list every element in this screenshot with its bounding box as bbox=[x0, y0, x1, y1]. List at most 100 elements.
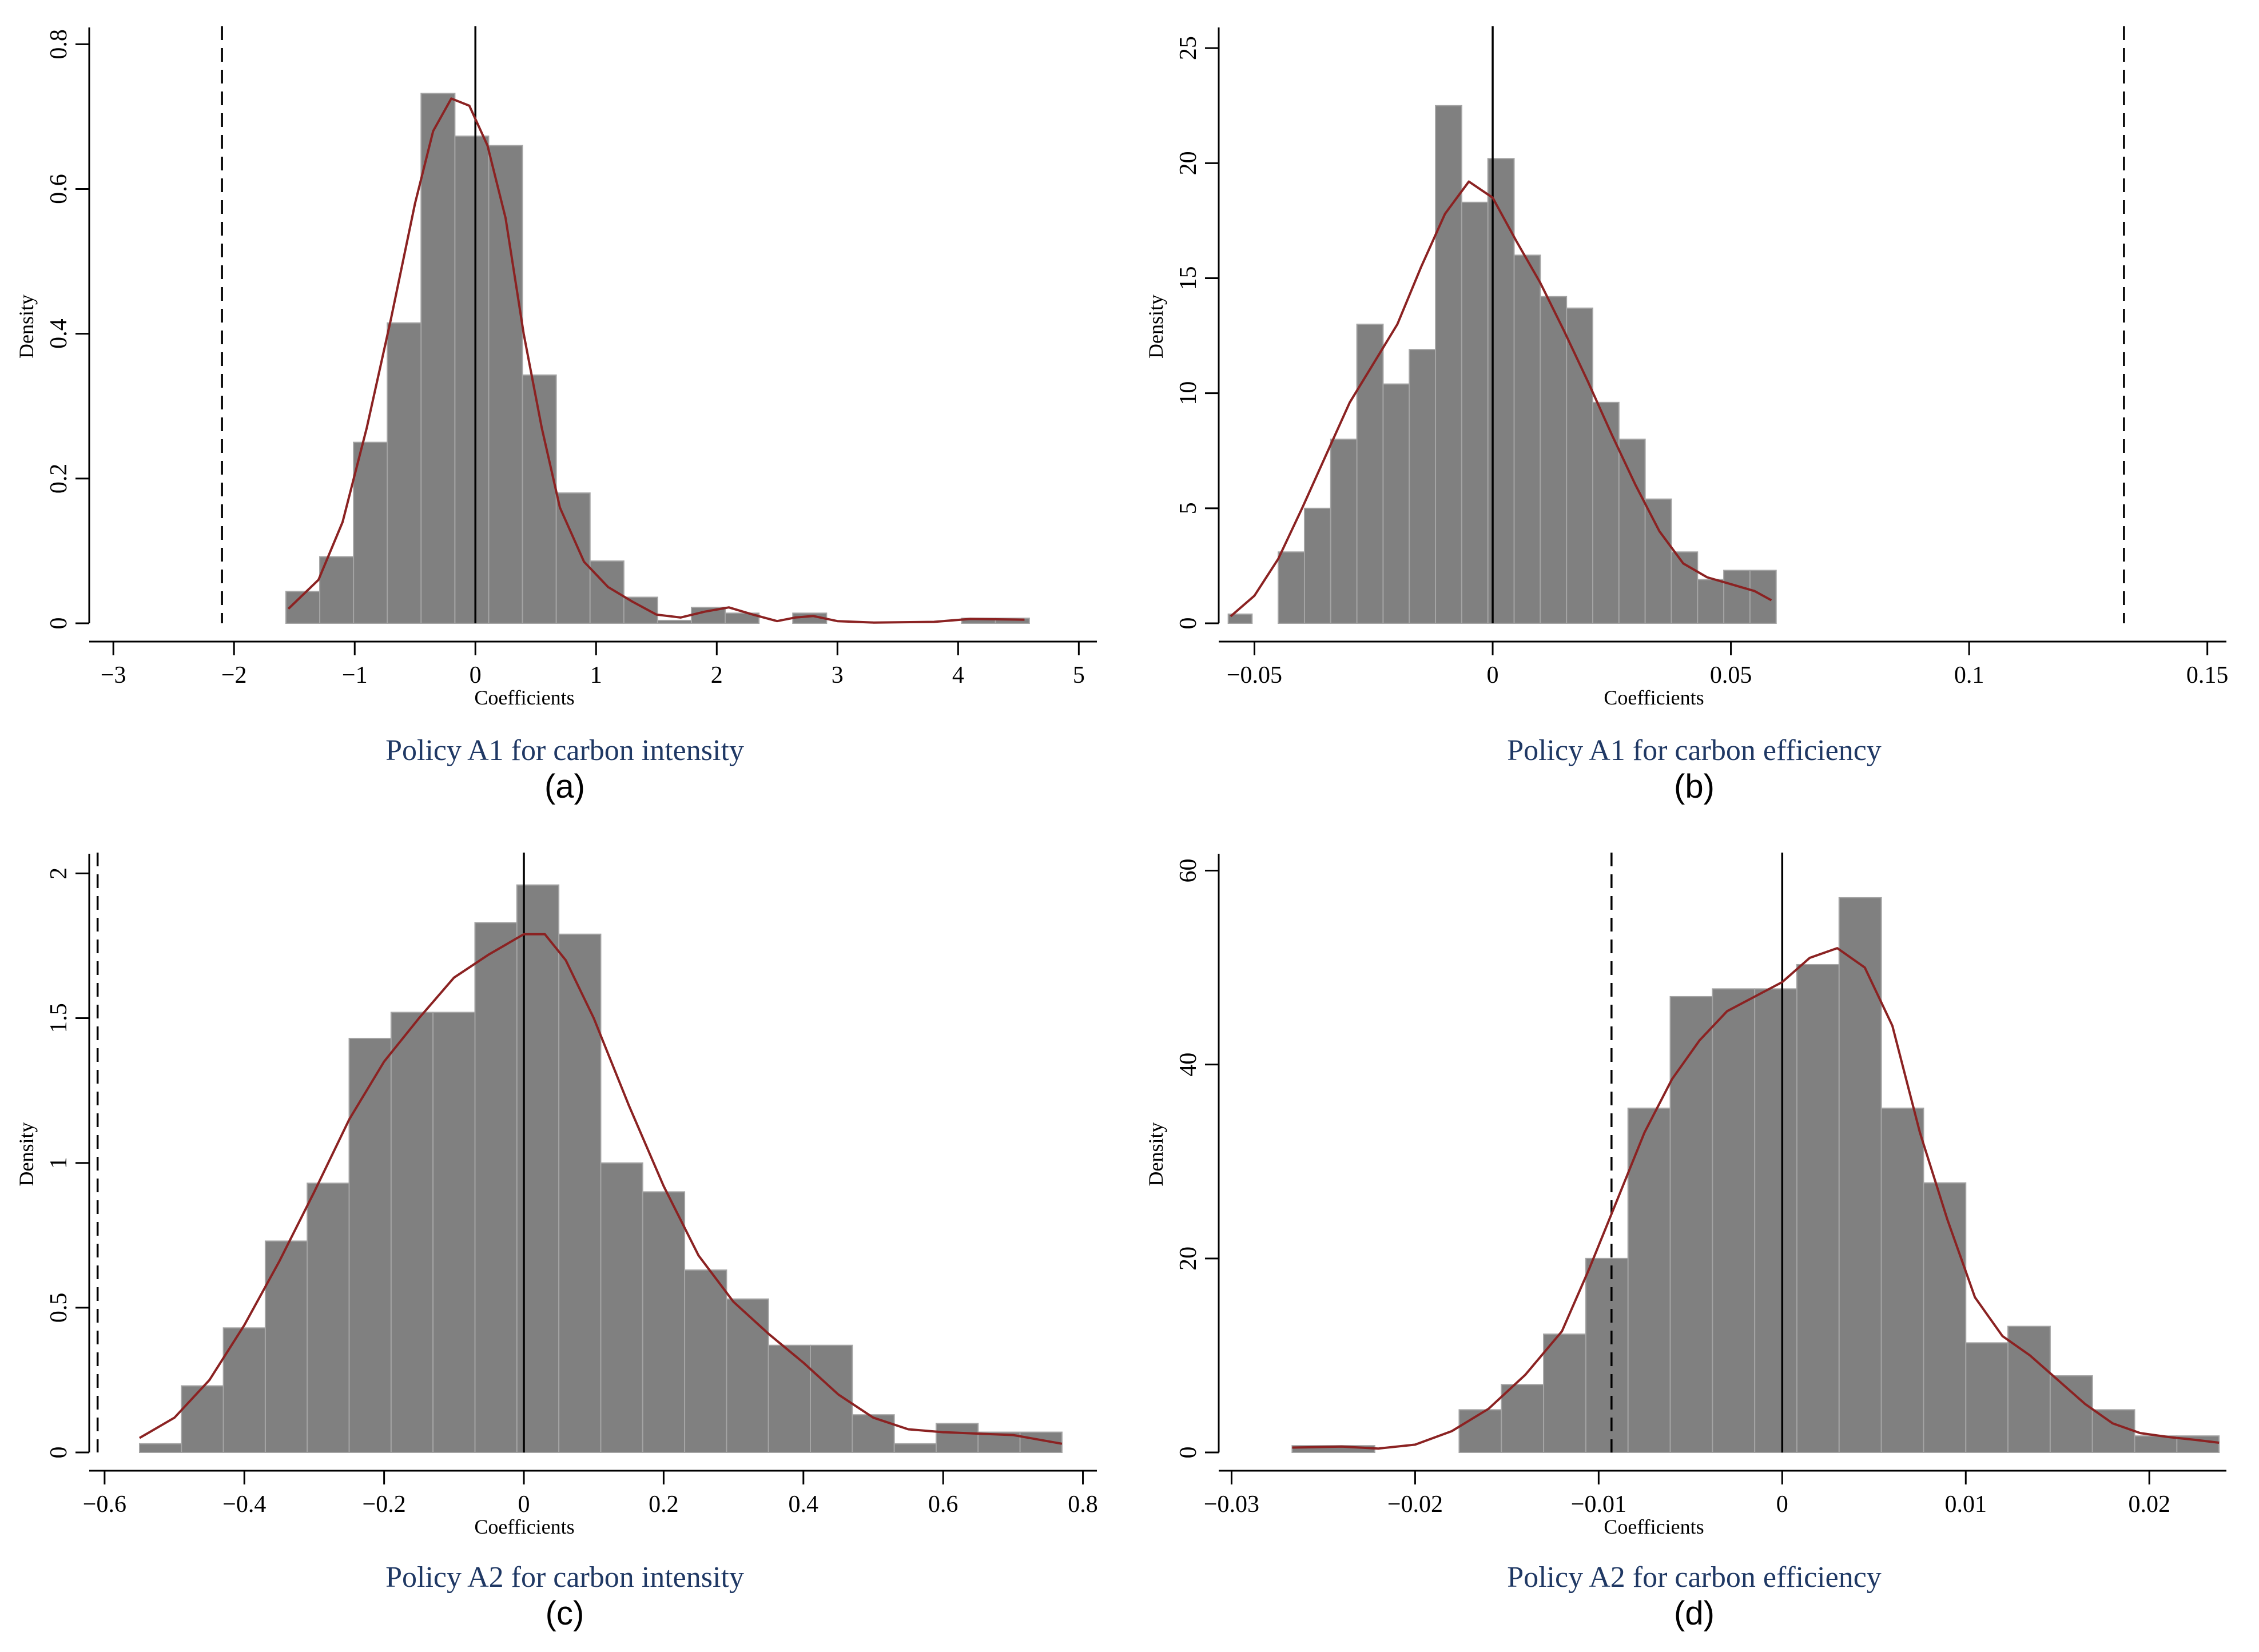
chart-a-bar-10 bbox=[623, 596, 658, 624]
chart-c-bar-19 bbox=[935, 1423, 979, 1453]
chart-c-bar-7 bbox=[432, 1012, 476, 1453]
chart-d-y-tick-label-0: 0 bbox=[1175, 1447, 1202, 1459]
chart-c-bar-3 bbox=[264, 1240, 308, 1453]
chart-d: 0 20 40 60 Density −0.03 −0.02 −0.01 0 0.01 0.02 Co… bbox=[1144, 853, 2226, 1538]
chart-d-x-tick-label-5: 0.02 bbox=[2128, 1491, 2170, 1518]
chart-d-bar-10 bbox=[1838, 897, 1882, 1453]
chart-a-bar-3 bbox=[387, 322, 422, 624]
chart-c-label: (c) bbox=[545, 1595, 584, 1632]
chart-a-x-tick-label-3: 0 bbox=[470, 662, 482, 688]
chart-c-bar-1 bbox=[181, 1385, 224, 1453]
chart-b-x-tick-label-3: 0.1 bbox=[1954, 662, 1984, 688]
chart-c-bar-6 bbox=[390, 1012, 434, 1453]
chart-a-x-tick-label-5: 2 bbox=[711, 662, 723, 688]
chart-b-bar-13 bbox=[1592, 401, 1620, 624]
chart-c: 0 0.5 1 1.5 2 Density −0.6 −0.4 −0.2 0 0.2 0.4 0.6 0.… bbox=[15, 853, 1098, 1538]
chart-c-bar-8 bbox=[474, 922, 518, 1453]
chart-d-bar-13 bbox=[1965, 1342, 2009, 1454]
chart-d-bar-15 bbox=[2049, 1375, 2093, 1453]
chart-d-bar-12 bbox=[1923, 1182, 1967, 1453]
chart-b-bar-2 bbox=[1303, 507, 1331, 624]
chart-d-title: Policy A2 for carbon efficiency bbox=[1507, 1561, 1882, 1594]
chart-c-y-tick-label-2: 1 bbox=[46, 1157, 72, 1169]
chart-c-bar-4 bbox=[307, 1183, 350, 1453]
chart-d-bar-6 bbox=[1669, 996, 1713, 1453]
chart-c-bar-18 bbox=[893, 1443, 937, 1453]
chart-a-x-tick-label-7: 4 bbox=[952, 662, 964, 688]
chart-b-label: (b) bbox=[1674, 768, 1715, 805]
chart-c-x-tick-label-2: −0.2 bbox=[363, 1491, 406, 1518]
chart-b-y-axis-label: Density bbox=[1144, 294, 1167, 359]
chart-a-bar-16 bbox=[995, 618, 1030, 624]
chart-c-x-tick-label-0: −0.6 bbox=[83, 1491, 126, 1518]
chart-a-bar-11 bbox=[657, 619, 692, 624]
chart-c-kde-line bbox=[138, 933, 1063, 1445]
chart-a-bars bbox=[285, 93, 1030, 624]
chart-c-x-tick-label-5: 0.4 bbox=[789, 1491, 819, 1518]
chart-d-x-tick-label-3: 0 bbox=[1776, 1491, 1788, 1518]
chart-b-bar-7 bbox=[1435, 105, 1462, 624]
chart-a: 0 0.2 0.4 0.6 0.8 Density −3 −2 −1 0 1 2 3 4 5 Coeffici… bbox=[15, 26, 1097, 709]
panel-a: 0 0.2 0.4 0.6 0.8 Density −3 −2 −1 0 1 2 3 4 5 Coeffici… bbox=[0, 0, 1130, 826]
chart-d-bar-9 bbox=[1796, 964, 1840, 1454]
chart-c-bar-11 bbox=[600, 1162, 643, 1453]
chart-c-bar-2 bbox=[222, 1327, 266, 1454]
chart-d-x-tick-label-1: −0.02 bbox=[1387, 1491, 1443, 1518]
chart-a-label: (a) bbox=[544, 768, 585, 805]
chart-d-bar-16 bbox=[2091, 1409, 2135, 1453]
chart-a-x-tick-label-2: −1 bbox=[342, 662, 368, 688]
chart-b-bar-18 bbox=[1723, 570, 1751, 624]
chart-c-bar-14 bbox=[726, 1298, 769, 1453]
chart-b: 0 5 10 15 20 25 Density −0.05 0 0.05 0.1 0.15 Coeffi… bbox=[1144, 26, 2229, 709]
chart-b-y-tick-label-5: 25 bbox=[1175, 36, 1202, 60]
chart-b-x-tick-label-4: 0.15 bbox=[2186, 662, 2229, 688]
chart-b-bar-0 bbox=[1227, 613, 1253, 624]
chart-d-y-tick-label-1: 20 bbox=[1175, 1247, 1202, 1271]
chart-a-bar-0 bbox=[285, 591, 321, 624]
chart-a-y-tick-label-3: 0.6 bbox=[46, 174, 72, 204]
panel-d: 0 20 40 60 Density −0.03 −0.02 −0.01 0 0.01 0.02 Co… bbox=[1130, 826, 2259, 1652]
chart-b-bar-8 bbox=[1461, 201, 1489, 624]
chart-a-y-tick-label-1: 0.2 bbox=[46, 464, 72, 494]
chart-a-x-tick-label-1: −2 bbox=[221, 662, 247, 688]
chart-c-x-tick-label-4: 0.2 bbox=[649, 1491, 679, 1518]
chart-a-y-axis-label: Density bbox=[15, 294, 38, 359]
chart-d-bars bbox=[1291, 897, 2220, 1454]
chart-a-x-tick-label-4: 1 bbox=[590, 662, 602, 688]
chart-d-x-tick-label-2: −0.01 bbox=[1571, 1491, 1626, 1518]
chart-a-x-tick-label-6: 3 bbox=[832, 662, 844, 688]
chart-b-bar-12 bbox=[1566, 307, 1593, 624]
chart-b-y-tick-label-1: 5 bbox=[1175, 502, 1202, 514]
chart-a-bar-1 bbox=[319, 556, 355, 624]
chart-c-y-tick-label-4: 2 bbox=[46, 867, 72, 879]
chart-b-bars bbox=[1227, 105, 1777, 624]
chart-d-x-tick-label-4: 0.01 bbox=[1945, 1491, 1987, 1518]
chart-d-x-axis-label: Coefficients bbox=[1604, 1515, 1704, 1538]
chart-c-x-tick-label-7: 0.8 bbox=[1068, 1491, 1098, 1518]
chart-d-bar-3 bbox=[1543, 1333, 1586, 1454]
chart-b-bar-1 bbox=[1278, 551, 1305, 624]
chart-c-bar-10 bbox=[558, 933, 602, 1454]
chart-b-y-tick-label-0: 0 bbox=[1175, 618, 1202, 630]
chart-d-bar-17 bbox=[2134, 1435, 2178, 1453]
chart-c-title: Policy A2 for carbon intensity bbox=[385, 1561, 744, 1594]
chart-d-bar-7 bbox=[1712, 988, 1756, 1453]
chart-b-x-tick-label-0: −0.05 bbox=[1227, 662, 1282, 688]
chart-b-kde-line bbox=[1230, 180, 1772, 618]
chart-c-bar-5 bbox=[348, 1037, 392, 1454]
chart-b-x-tick-label-2: 0.05 bbox=[1710, 662, 1752, 688]
chart-a-bar-2 bbox=[353, 441, 388, 624]
chart-b-bar-5 bbox=[1382, 383, 1410, 624]
chart-c-bar-15 bbox=[767, 1344, 812, 1453]
chart-c-bars bbox=[138, 884, 1063, 1454]
chart-b-x-axis-label: Coefficients bbox=[1604, 686, 1704, 709]
chart-d-bar-8 bbox=[1754, 988, 1797, 1453]
chart-c-x-tick-label-3: 0 bbox=[518, 1491, 530, 1518]
chart-a-bar-4 bbox=[420, 93, 456, 624]
chart-b-bar-3 bbox=[1330, 439, 1358, 624]
chart-c-bar-0 bbox=[138, 1443, 182, 1453]
chart-b-bar-4 bbox=[1356, 323, 1384, 624]
chart-c-y-tick-label-3: 1.5 bbox=[46, 1003, 72, 1033]
chart-d-y-axis-label: Density bbox=[1144, 1122, 1167, 1187]
panel-b: 0 5 10 15 20 25 Density −0.05 0 0.05 0.1 0.15 Coeffi… bbox=[1130, 0, 2259, 826]
